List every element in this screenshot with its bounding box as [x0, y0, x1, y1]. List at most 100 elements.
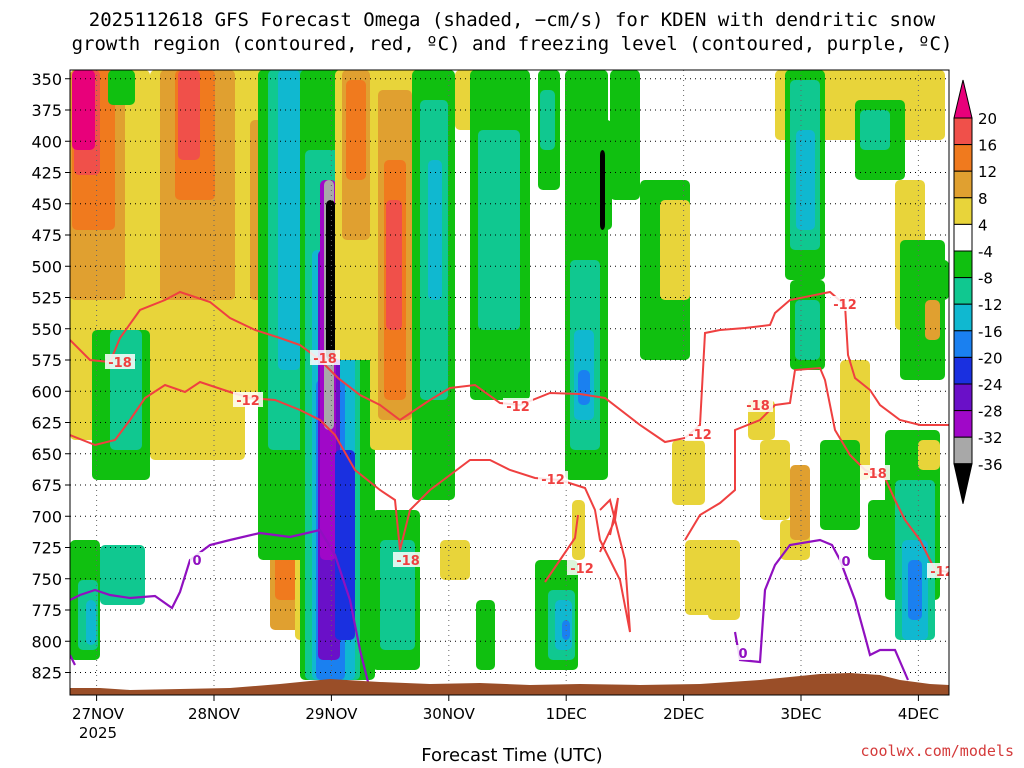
dgz-label-bg-8 [743, 397, 773, 412]
y-tick-label-650: 650 [31, 445, 62, 464]
colorbar-label-8: -16 [978, 323, 1003, 341]
chart-title-line1: 2025112618 GFS Forecast Omega (shaded, −… [88, 9, 936, 31]
y-tick-label-675: 675 [31, 476, 62, 495]
y-tick-label-700: 700 [31, 507, 62, 526]
omega-shade-51 [540, 90, 555, 150]
omega-shade-14 [178, 70, 200, 160]
dgz-contour-label-6: -12 [570, 562, 594, 577]
dgz-label-bg-4 [538, 471, 568, 486]
y-tick-label-400: 400 [31, 132, 62, 151]
y-tick-label-350: 350 [31, 70, 62, 89]
dgz-label-bg-2 [310, 350, 340, 365]
x-tick-label-4DEC: 4DEC [898, 705, 939, 723]
colorbar-top-arrow [953, 79, 973, 119]
dgz-contour-4 [599, 497, 619, 553]
colorbar-label-13: -36 [978, 456, 1003, 474]
freezing-label-bg-2 [839, 553, 853, 568]
dgz-label-bg-11 [927, 563, 949, 578]
credit-link[interactable]: coolwx.com/models [860, 742, 1014, 760]
dgz-contour-label-7: -12 [688, 428, 712, 443]
omega-shade-42 [428, 160, 442, 300]
x-tick-label-30NOV: 30NOV [423, 705, 476, 723]
colorbar-label-3: 8 [978, 190, 988, 208]
x-tick-label-29NOV: 29NOV [305, 705, 358, 723]
omega-shade-45 [478, 130, 520, 330]
colorbar-label-0: 20 [978, 110, 997, 128]
colorbar-swatch-8 [953, 303, 973, 332]
omega-shade-58 [610, 70, 640, 200]
y-tick-label-825: 825 [31, 664, 62, 683]
colorbar-swatch-5 [953, 223, 973, 252]
omega-shade-66 [672, 440, 705, 505]
x-tick-label-3DEC: 3DEC [780, 705, 821, 723]
dgz-label-bg-1 [233, 392, 263, 407]
colorbar-label-1: 16 [978, 137, 997, 155]
colorbar-bottom-arrow [953, 463, 973, 504]
colorbar-swatch-11 [953, 383, 973, 412]
omega-shade-15 [108, 70, 135, 105]
dgz-contour-label-5: -18 [396, 554, 420, 569]
dgz-label-bg-10 [860, 465, 890, 480]
x-year-label: 2025 [79, 724, 117, 742]
dgz-contour-label-4: -12 [541, 473, 565, 488]
omega-shade-92 [930, 260, 949, 300]
colorbar-swatch-1 [953, 117, 973, 146]
y-tick-label-775: 775 [31, 601, 62, 620]
omega-shade-9 [86, 600, 96, 645]
dgz-contour-label-10: -18 [863, 467, 887, 482]
colorbar-label-6: -8 [978, 270, 993, 288]
omega-shade-39 [386, 200, 402, 330]
freezing-contour-2 [70, 654, 76, 666]
colorbar-swatch-4 [953, 197, 973, 225]
y-tick-label-575: 575 [31, 351, 62, 370]
freezing-contour-label-0: 0 [192, 554, 201, 569]
contours: -18 -12 -18 -12 -12 -18 -12 -12 -18 -12 -18 -12 0 0 0 [70, 290, 954, 691]
omega-shade-63 [572, 500, 585, 560]
colorbar-legend: 20 16 12 8 4 -4 -8 -12 -16 -20 -24 -28 -32 -36 [953, 79, 1003, 504]
omega-shade-48 [476, 600, 495, 670]
colorbar-swatch-7 [953, 277, 973, 305]
dgz-contour-label-11: -12 [930, 565, 954, 580]
dgz-label-bg-7 [685, 426, 715, 441]
colorbar-swatch-6 [953, 250, 973, 279]
freezing-label-bg-1 [736, 645, 750, 660]
y-tick-label-450: 450 [31, 195, 62, 214]
x-tick-label-27NOV: 27NOV [72, 705, 125, 723]
dgz-contour-label-1: -12 [236, 394, 260, 409]
x-tick-label-2DEC: 2DEC [663, 705, 704, 723]
colorbar-swatch-3 [953, 170, 973, 199]
omega-shade-70 [760, 440, 790, 520]
y-tick-label-750: 750 [31, 570, 62, 589]
colorbar-label-7: -12 [978, 296, 1003, 314]
omega-shade-76 [796, 130, 815, 230]
terrain-ground [70, 673, 949, 695]
plot-frame [69, 69, 950, 696]
omega-shade-23 [278, 70, 300, 370]
omega-shade-78 [795, 300, 820, 360]
colorbar-swatch-2 [953, 144, 973, 172]
omega-shade-91 [925, 300, 940, 340]
y-tick-label-475: 475 [31, 226, 62, 245]
colorbar-swatch-10 [953, 356, 973, 385]
omega-shade-72 [790, 465, 810, 540]
dgz-contour-label-3: -12 [506, 400, 530, 415]
omega-shade-10 [100, 545, 145, 605]
y-tick-label-800: 800 [31, 632, 62, 651]
colorbar-label-11: -28 [978, 403, 1003, 421]
plot-area [70, 70, 949, 680]
omega-shade-90 [918, 440, 940, 470]
omega-shade-32 [335, 450, 355, 640]
dgz-contour-label-9: -12 [833, 298, 857, 313]
omega-shade-67 [685, 540, 740, 615]
omega-shade-31 [326, 200, 335, 360]
y-tick-label-525: 525 [31, 289, 62, 308]
colorbar-swatch-13 [953, 436, 973, 465]
colorbar-label-12: -32 [978, 429, 1003, 447]
omega-shade-57 [600, 150, 605, 230]
dgz-contour-2 [544, 514, 579, 583]
dgz-label-bg-9 [830, 296, 860, 311]
y-tick-label-625: 625 [31, 414, 62, 433]
omega-shade-68 [708, 600, 740, 620]
dgz-label-bg-0 [105, 354, 135, 369]
